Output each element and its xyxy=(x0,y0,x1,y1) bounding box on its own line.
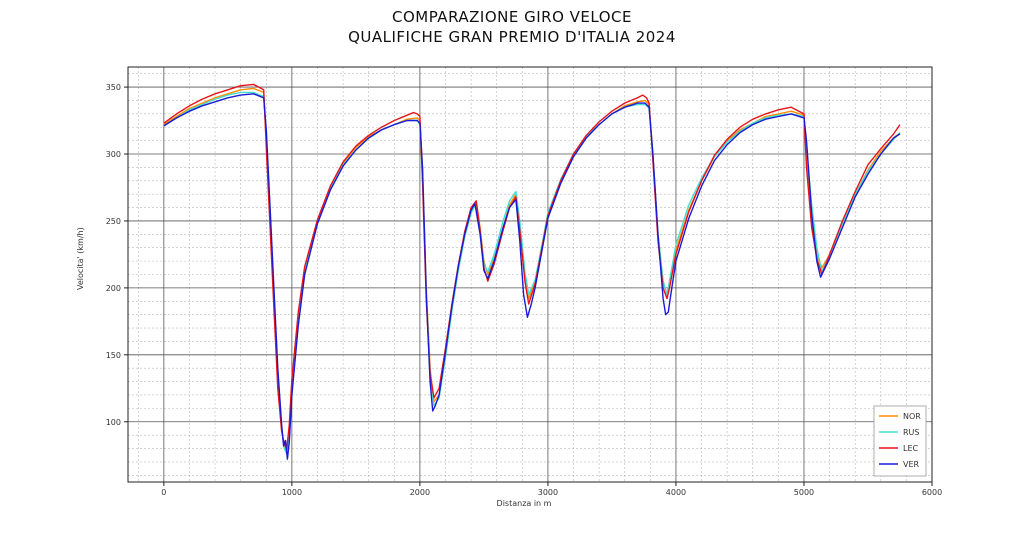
major-grid xyxy=(128,67,933,482)
chart-title: COMPARAZIONE GIRO VELOCE xyxy=(392,8,632,26)
y-tick-label: 250 xyxy=(106,217,121,226)
series-line-rus xyxy=(163,91,901,455)
y-tick-label: 200 xyxy=(106,284,121,293)
plot-frame xyxy=(127,66,933,483)
x-tick-label: 6000 xyxy=(922,488,942,497)
y-tick-label: 300 xyxy=(106,150,121,159)
legend: NOR RUS LEC VER xyxy=(873,405,927,477)
x-tick-label: 2000 xyxy=(410,488,430,497)
x-tick-label: 3000 xyxy=(538,488,558,497)
y-axis-label: Velocita' (km/h) xyxy=(76,227,85,290)
legend-label-rus: RUS xyxy=(903,428,920,437)
legend-label-nor: NOR xyxy=(903,412,921,421)
y-tick-label: 100 xyxy=(106,418,121,427)
y-tick-label: 150 xyxy=(106,351,121,360)
x-tick-label: 5000 xyxy=(794,488,814,497)
x-axis-label: Distanza in m xyxy=(496,499,552,508)
series-line-nor xyxy=(163,87,901,452)
x-tick-label: 1000 xyxy=(282,488,302,497)
series-line-lec xyxy=(163,83,901,450)
legend-label-lec: LEC xyxy=(903,444,919,453)
series-line-ver xyxy=(163,93,901,460)
x-tick-label: 4000 xyxy=(666,488,686,497)
x-axis-ticks: 0 1000 2000 3000 4000 5000 6000 xyxy=(161,482,942,497)
series-lines xyxy=(163,83,901,460)
minor-grid xyxy=(128,67,932,482)
legend-label-ver: VER xyxy=(903,460,920,469)
x-tick-label: 0 xyxy=(161,488,166,497)
chart-subtitle: QUALIFICHE GRAN PREMIO D'ITALIA 2024 xyxy=(348,28,676,46)
y-axis-ticks: 100 150 200 250 300 350 xyxy=(106,83,128,427)
y-tick-label: 350 xyxy=(106,83,121,92)
